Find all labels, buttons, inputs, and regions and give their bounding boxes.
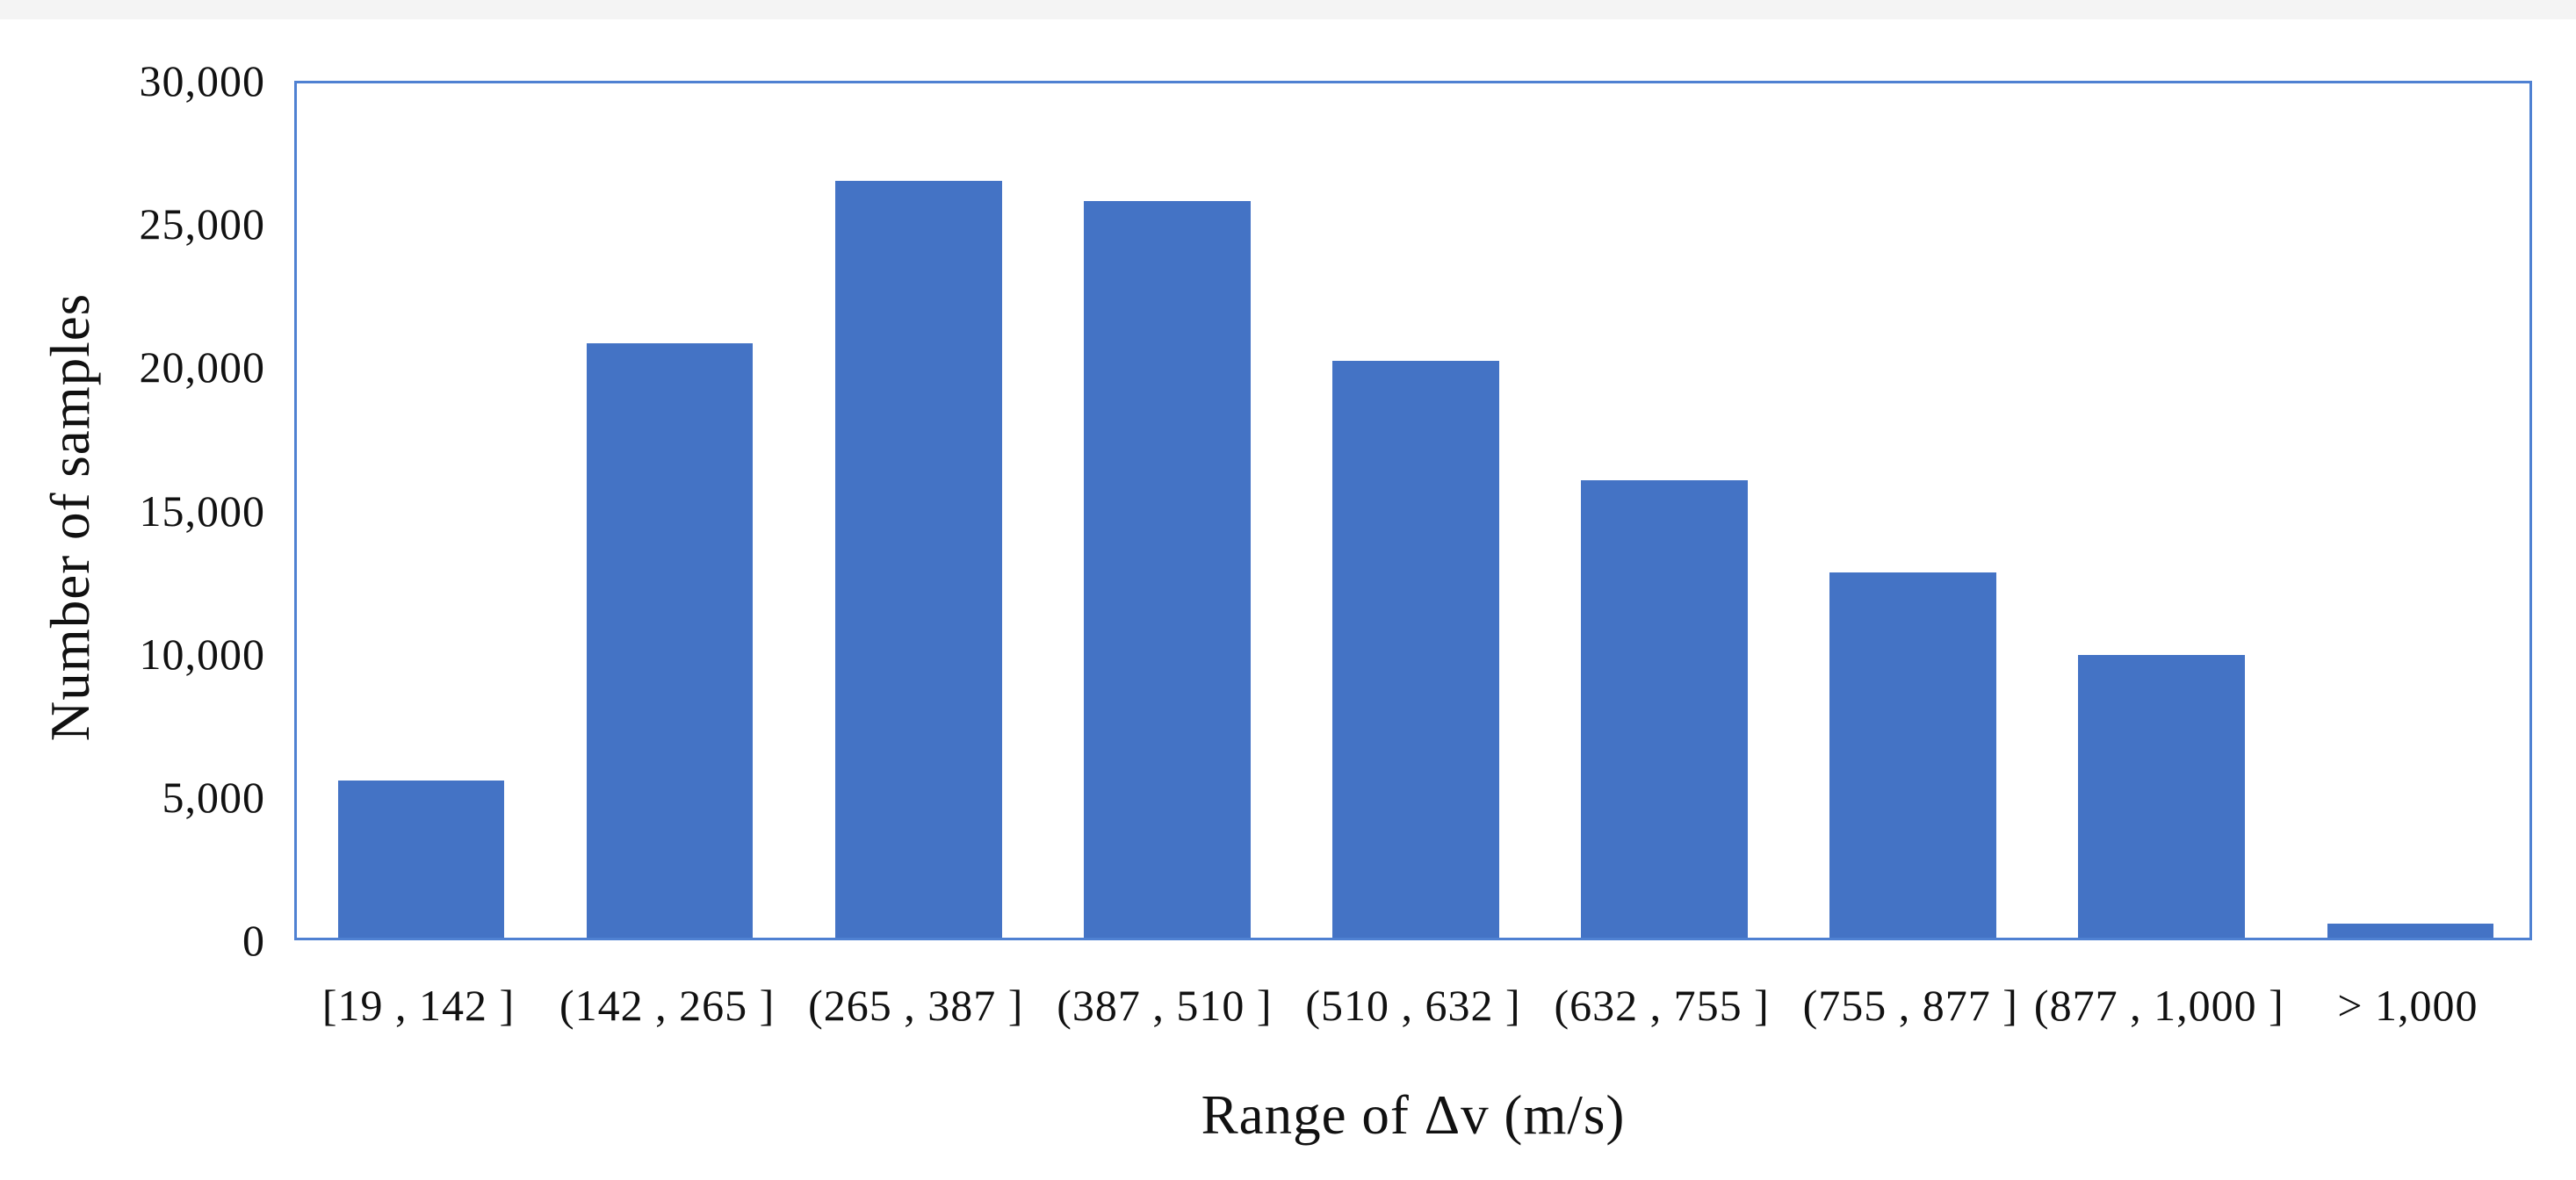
bar	[337, 781, 505, 938]
y-tick-label: 5,000	[162, 772, 265, 822]
bar	[586, 343, 754, 938]
y-tick-label: 15,000	[139, 486, 265, 536]
y-tick-label: 30,000	[139, 56, 265, 105]
x-tick-label: > 1,000	[2337, 981, 2479, 1030]
y-tick-label: 10,000	[139, 629, 265, 679]
bar	[834, 180, 1002, 938]
y-tick-label: 25,000	[139, 199, 265, 249]
x-tick-label: (877 , 1,000 ]	[2033, 981, 2284, 1030]
bar	[2078, 654, 2246, 938]
y-tick-label: 0	[242, 916, 265, 965]
x-tick-label: (510 , 632 ]	[1305, 981, 1521, 1030]
bar	[2327, 923, 2494, 938]
page-top-strip	[0, 0, 2576, 19]
x-tick-label: (755 , 877 ]	[1802, 981, 2018, 1030]
x-tick-label: (142 , 265 ]	[559, 981, 776, 1030]
y-tick-label: 20,000	[139, 342, 265, 392]
plot-area	[294, 81, 2532, 940]
x-tick-label: [19 , 142 ]	[321, 981, 516, 1030]
x-tick-label: (387 , 510 ]	[1057, 981, 1273, 1030]
x-tick-label: (632 , 755 ]	[1554, 981, 1770, 1030]
x-tick-label: (265 , 387 ]	[808, 981, 1024, 1030]
x-axis-title: Range of Δv (m/s)	[1201, 1084, 1626, 1146]
bar	[1829, 572, 1997, 938]
bar	[1581, 480, 1748, 938]
bar	[1084, 200, 1251, 938]
bar	[1332, 360, 1499, 938]
